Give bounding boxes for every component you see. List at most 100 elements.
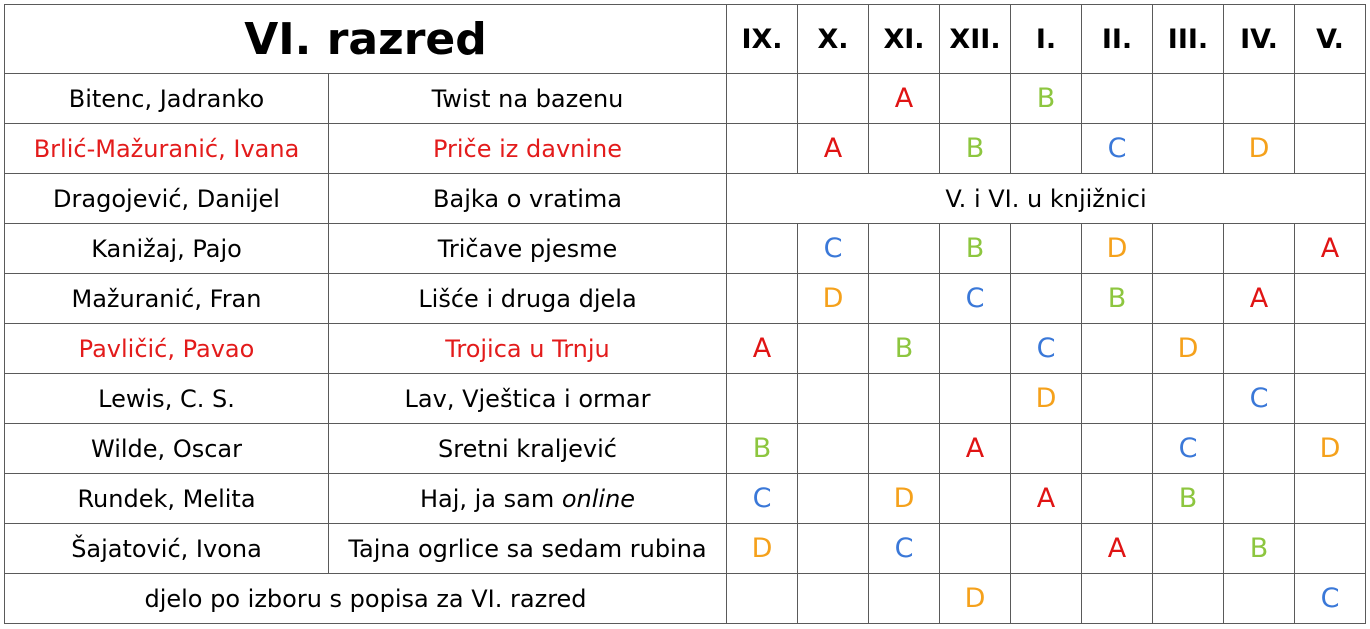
table-row: Lewis, C. S. Lav, Vještica i ormar D C — [4, 373, 1366, 424]
grade-cell — [1294, 473, 1366, 524]
grade-cell — [1081, 323, 1153, 374]
grade-cell — [726, 73, 798, 124]
book-title-cell: Lišće i druga djela — [328, 273, 727, 324]
book-title-italic: online — [561, 484, 636, 513]
table-row: Kanižaj, Pajo Tričave pjesme C B D A — [4, 223, 1366, 274]
book-title-cell: Tajna ogrlice sa sedam rubina — [328, 523, 727, 574]
grade-cell — [939, 73, 1011, 124]
grade-cell — [1081, 473, 1153, 524]
grade-cell: C — [726, 473, 798, 524]
author-cell: Pavličić, Pavao — [4, 323, 329, 374]
grade-cell — [939, 373, 1011, 424]
grade-cell: A — [868, 73, 940, 124]
author-cell: Mažuranić, Fran — [4, 273, 329, 324]
grade-cell — [726, 573, 798, 624]
grade-cell — [797, 473, 869, 524]
grade-cell — [797, 573, 869, 624]
grade-cell: A — [726, 323, 798, 374]
grade-cell: D — [726, 523, 798, 574]
grade-cell: C — [868, 523, 940, 574]
grade-cell — [797, 423, 869, 474]
author-cell: Šajatović, Ivona — [4, 523, 329, 574]
author-cell: Bitenc, Jadranko — [4, 73, 329, 124]
month-header: II. — [1081, 4, 1153, 74]
author-cell: Kanižaj, Pajo — [4, 223, 329, 274]
grade-cell: A — [1010, 473, 1082, 524]
grade-cell: A — [797, 123, 869, 174]
grade-cell: D — [1223, 123, 1295, 174]
grade-cell — [868, 123, 940, 174]
grade-cell: B — [868, 323, 940, 374]
table-row: Wilde, Oscar Sretni kraljević B A C D — [4, 423, 1366, 474]
grade-cell: D — [1294, 423, 1366, 474]
grade-cell — [868, 223, 940, 274]
grade-cell: D — [1152, 323, 1224, 374]
grade-cell — [1152, 123, 1224, 174]
grade-cell: A — [1081, 523, 1153, 574]
author-cell: Rundek, Melita — [4, 473, 329, 524]
grade-cell — [868, 373, 940, 424]
book-title-cell: Bajka o vratima — [328, 173, 727, 224]
grade-cell — [797, 323, 869, 374]
grade-cell — [1223, 73, 1295, 124]
table-row: Dragojević, Danijel Bajka o vratima V. i V… — [4, 173, 1366, 224]
book-title-cell: Haj, ja sam online — [328, 473, 727, 524]
grade-cell — [797, 523, 869, 574]
book-title-cell: Lav, Vještica i ormar — [328, 373, 727, 424]
book-title-cell: Twist na bazenu — [328, 73, 727, 124]
grade-cell — [1223, 573, 1295, 624]
grade-cell — [868, 423, 940, 474]
grade-cell — [1152, 523, 1224, 574]
grade-cell — [1294, 273, 1366, 324]
grade-cell: B — [726, 423, 798, 474]
grade-cell: D — [1081, 223, 1153, 274]
table-row: Bitenc, Jadranko Twist na bazenu A B — [4, 73, 1366, 124]
month-header: XII. — [939, 4, 1011, 74]
grade-cell — [1223, 423, 1295, 474]
reading-schedule-table: VI. razred IX. X. XI. XII. I. II. III. I… — [4, 4, 1366, 624]
grade-cell — [868, 573, 940, 624]
grade-cell — [1152, 573, 1224, 624]
grade-cell — [726, 373, 798, 424]
author-cell: Wilde, Oscar — [4, 423, 329, 474]
grade-cell: D — [939, 573, 1011, 624]
grade-cell — [1010, 273, 1082, 324]
grade-cell — [1152, 73, 1224, 124]
footer-row: djelo po izboru s popisa za VI. razred D C — [4, 573, 1366, 624]
book-title-cell: Trojica u Trnju — [328, 323, 727, 374]
grade-cell — [1081, 423, 1153, 474]
grade-cell — [1010, 223, 1082, 274]
grade-cell — [1081, 73, 1153, 124]
book-title-text: Haj, ja sam — [419, 484, 562, 513]
grade-cell — [726, 123, 798, 174]
month-header: I. — [1010, 4, 1082, 74]
grade-cell — [1081, 573, 1153, 624]
grade-cell: B — [1152, 473, 1224, 524]
author-cell: Lewis, C. S. — [4, 373, 329, 424]
book-title-cell: Priče iz davnine — [328, 123, 727, 174]
grade-cell: D — [868, 473, 940, 524]
grade-cell — [939, 473, 1011, 524]
grade-cell: D — [797, 273, 869, 324]
library-note-cell: V. i VI. u knjižnici — [726, 173, 1366, 224]
month-header: III. — [1152, 4, 1224, 74]
grade-cell — [1010, 573, 1082, 624]
footer-label: djelo po izboru s popisa za VI. razred — [4, 573, 727, 624]
grade-cell: C — [1223, 373, 1295, 424]
grade-cell — [726, 273, 798, 324]
table-body: Bitenc, Jadranko Twist na bazenu A B Brlić-M… — [4, 73, 1366, 624]
grade-cell — [1294, 373, 1366, 424]
grade-cell — [1223, 473, 1295, 524]
grade-cell: B — [939, 123, 1011, 174]
grade-cell: C — [1294, 573, 1366, 624]
table-row: Pavličić, Pavao Trojica u Trnju A B C D — [4, 323, 1366, 374]
grade-cell — [797, 73, 869, 124]
grade-cell — [1010, 423, 1082, 474]
header-row: VI. razred IX. X. XI. XII. I. II. III. I… — [4, 4, 1366, 74]
grade-cell — [1294, 523, 1366, 574]
grade-cell: D — [1010, 373, 1082, 424]
grade-cell — [939, 523, 1011, 574]
grade-cell: A — [1223, 273, 1295, 324]
table-row: Šajatović, Ivona Tajna ogrlice sa sedam r… — [4, 523, 1366, 574]
month-header: IX. — [726, 4, 798, 74]
